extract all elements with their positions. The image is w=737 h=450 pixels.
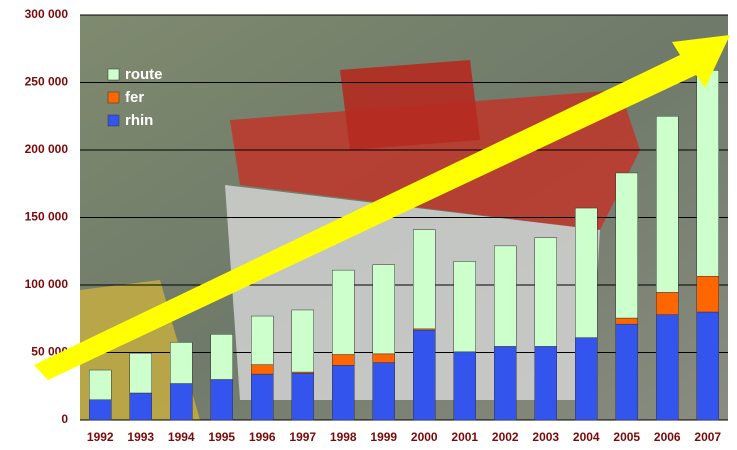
- x-tick-label: 1994: [168, 430, 195, 444]
- legend-label: route: [125, 66, 163, 83]
- x-tick-label: 1995: [208, 430, 235, 444]
- bar-segment: [697, 276, 719, 312]
- bar-segment: [170, 384, 192, 420]
- legend-label: rhin: [125, 112, 153, 129]
- bar-segment: [535, 238, 557, 347]
- bar-segment: [616, 324, 638, 420]
- bar-segment: [373, 354, 395, 363]
- y-tick-label: 150 000: [25, 210, 69, 224]
- x-tick-label: 2001: [451, 430, 478, 444]
- bar-segment: [332, 355, 354, 366]
- bar-segment: [697, 312, 719, 420]
- bar-segment: [332, 365, 354, 420]
- y-tick-label: 300 000: [25, 7, 69, 21]
- bar-segment: [575, 338, 597, 420]
- bar-segment: [656, 292, 678, 314]
- x-tick-label: 2007: [694, 430, 721, 444]
- bar-segment: [373, 363, 395, 420]
- bar-segment: [656, 315, 678, 420]
- bar-segment: [251, 316, 273, 365]
- bar-segment: [697, 70, 719, 276]
- bar-segment: [616, 318, 638, 324]
- bar-segment: [616, 173, 638, 318]
- bar-segment: [413, 330, 435, 420]
- bar-segment: [332, 270, 354, 354]
- x-tick-label: 1992: [87, 430, 114, 444]
- bar-segment: [170, 342, 192, 383]
- x-tick-label: 1999: [370, 430, 397, 444]
- bar-segment: [251, 365, 273, 374]
- bar-segment: [89, 400, 111, 420]
- bar-segment: [575, 208, 597, 338]
- bar-segment: [494, 246, 516, 347]
- bar-segment: [454, 352, 476, 420]
- x-tick-label: 2006: [654, 430, 681, 444]
- x-tick-label: 2004: [573, 430, 600, 444]
- y-tick-label: 250 000: [25, 75, 69, 89]
- x-tick-label: 2003: [532, 430, 559, 444]
- x-tick-label: 2002: [492, 430, 519, 444]
- bar-segment: [251, 374, 273, 420]
- x-tick-label: 1997: [289, 430, 316, 444]
- bar-segment: [656, 116, 678, 292]
- bar-segment: [292, 310, 314, 372]
- bar-segment: [89, 370, 111, 400]
- bar-segment: [130, 393, 152, 420]
- legend-swatch: [108, 92, 119, 103]
- y-tick-label: 100 000: [25, 277, 69, 291]
- chart: 050 000100 000150 000200 000250 000300 0…: [0, 0, 737, 450]
- bar-segment: [413, 230, 435, 329]
- y-tick-label: 0: [61, 412, 68, 426]
- bar-segment: [292, 373, 314, 420]
- bar-segment: [130, 353, 152, 393]
- x-tick-label: 2005: [613, 430, 640, 444]
- x-tick-label: 2000: [411, 430, 438, 444]
- bar-segment: [211, 334, 233, 379]
- legend-swatch: [108, 69, 119, 80]
- y-tick-label: 200 000: [25, 142, 69, 156]
- bar-segment: [494, 346, 516, 420]
- x-tick-label: 1996: [249, 430, 276, 444]
- bar-segment: [373, 265, 395, 354]
- x-tick-label: 1993: [127, 430, 154, 444]
- bar-segment: [535, 346, 557, 420]
- legend-label: fer: [125, 89, 144, 106]
- x-tick-label: 1998: [330, 430, 357, 444]
- legend-swatch: [108, 115, 119, 126]
- bar-segment: [454, 261, 476, 351]
- bar-segment: [211, 380, 233, 421]
